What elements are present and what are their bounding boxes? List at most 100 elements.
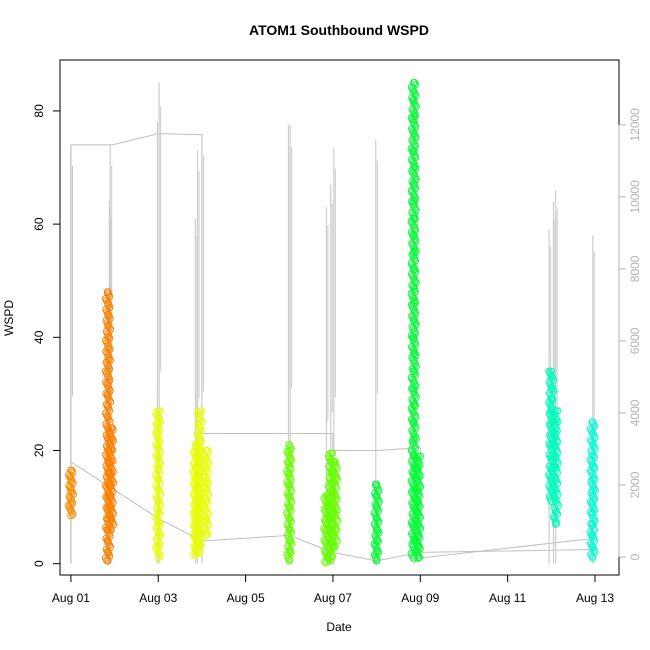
data-point [107, 526, 115, 534]
data-point [285, 514, 293, 523]
data-point [196, 458, 204, 466]
data-point [372, 548, 381, 557]
data-point [154, 441, 163, 449]
data-point [331, 492, 339, 500]
data-point [107, 492, 115, 500]
data-point [589, 475, 597, 483]
data-point [414, 543, 422, 551]
data-point [372, 480, 381, 489]
data-point [324, 555, 333, 563]
data-point [410, 299, 418, 308]
data-point [410, 367, 418, 375]
data-point [327, 449, 335, 457]
data-point [154, 554, 163, 562]
data-point [154, 520, 163, 528]
data-point [414, 463, 422, 472]
y-right-tick-label: 10000 [628, 180, 642, 214]
data-point [67, 506, 75, 514]
data-point [410, 163, 418, 172]
x-tick-label: Aug 09 [401, 591, 439, 605]
data-point [589, 452, 597, 460]
data-point [547, 384, 555, 392]
data-point [196, 424, 204, 432]
data-point [410, 112, 418, 121]
data-point [410, 435, 418, 443]
data-point [552, 407, 560, 415]
data-point [196, 503, 204, 511]
data-point [410, 316, 418, 324]
data-point [589, 531, 597, 540]
data-point [67, 489, 75, 497]
x-tick-label: Aug 03 [139, 591, 177, 605]
data-point [327, 458, 335, 466]
data-point [589, 429, 597, 438]
data-point [107, 435, 115, 443]
data-point [202, 463, 211, 472]
y-tick-label: 80 [32, 104, 46, 118]
data-point [196, 548, 204, 557]
data-point [410, 418, 418, 426]
data-point [154, 452, 163, 460]
data-point [414, 497, 422, 506]
data-point [414, 452, 422, 460]
data-point [67, 500, 75, 508]
data-point [414, 520, 422, 528]
data-point [410, 129, 418, 138]
data-point [410, 333, 418, 341]
data-point [322, 558, 331, 567]
data-point [589, 497, 597, 506]
data-point [104, 322, 112, 330]
data-point [156, 552, 164, 560]
data-point [589, 418, 597, 426]
data-point [285, 537, 293, 545]
x-tick-label: Aug 07 [314, 591, 352, 605]
data-point [104, 333, 112, 341]
data-point [154, 418, 163, 426]
trace-line [70, 133, 596, 559]
data-point [104, 378, 112, 387]
data-point [196, 407, 204, 415]
data-point [67, 494, 75, 503]
data-point [202, 446, 211, 455]
data-point [552, 509, 560, 517]
data-point [410, 265, 418, 274]
data-point [154, 429, 163, 438]
data-point [196, 537, 204, 545]
x-tick-label: Aug 05 [227, 591, 265, 605]
data-point [331, 458, 339, 466]
data-point [104, 548, 112, 557]
data-point [285, 557, 293, 565]
data-point [372, 503, 381, 511]
points-layer [64, 78, 599, 567]
data-point [589, 463, 597, 472]
data-point [285, 526, 293, 534]
data-point [69, 510, 77, 518]
data-point [414, 554, 422, 562]
data-point [67, 477, 75, 486]
data-point [410, 350, 418, 358]
data-point [552, 441, 560, 449]
data-point [107, 458, 115, 466]
data-point [372, 492, 381, 500]
y-tick-label: 0 [32, 560, 46, 567]
x-tick-label: Aug 11 [489, 591, 526, 605]
data-point [204, 530, 212, 538]
data-point [589, 543, 597, 551]
data-point [410, 214, 418, 223]
data-point [285, 503, 293, 511]
data-point [67, 483, 75, 491]
data-point [331, 475, 339, 483]
y-axis-right: 0 2000 4000 6000 8000 10000 12000 [618, 108, 642, 560]
data-point [202, 497, 211, 506]
data-point [285, 480, 293, 489]
data-point [67, 472, 75, 480]
data-point [414, 486, 422, 494]
x-axis-title: Date [326, 620, 352, 634]
data-point [547, 367, 555, 375]
data-point [107, 446, 115, 455]
data-point [154, 486, 163, 494]
data-point [196, 435, 204, 443]
data-point [154, 475, 163, 483]
y-right-tick-label: 2000 [628, 471, 642, 498]
